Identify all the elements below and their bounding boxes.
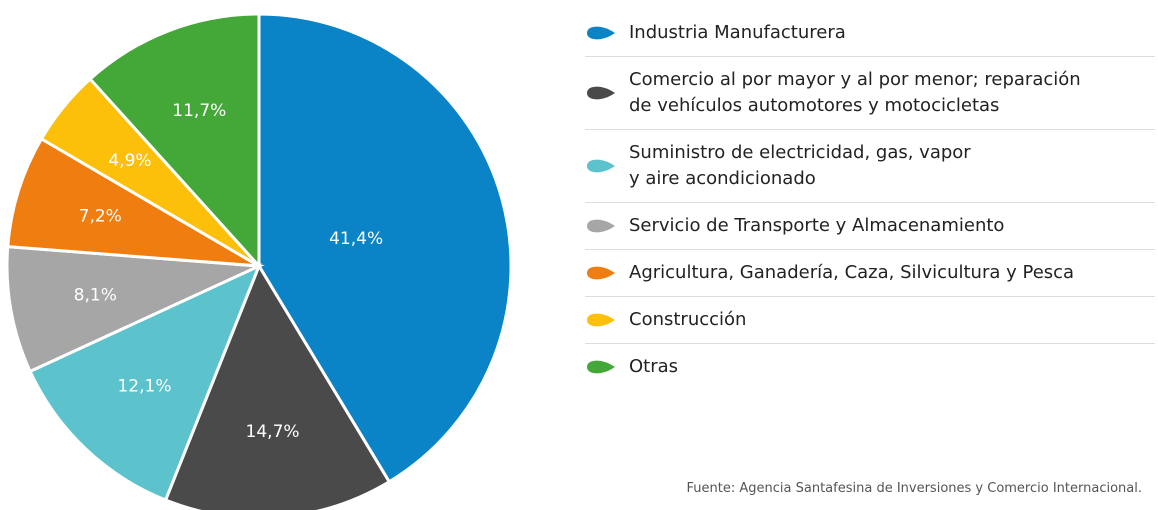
slice-label: 12,1% — [117, 377, 171, 397]
slice-label: 41,4% — [329, 229, 383, 249]
pie-slice — [88, 12, 261, 270]
legend-item: Servicio de Transporte y Almacenamiento — [585, 203, 1155, 250]
legend-swatch — [587, 313, 615, 327]
pie-slice — [5, 245, 265, 374]
legend-swatch — [587, 360, 615, 374]
source-note: Fuente: Agencia Santafesina de Inversion… — [686, 481, 1142, 496]
legend-icon — [587, 159, 615, 173]
slice-label: 14,7% — [246, 422, 300, 442]
pie-slice — [257, 12, 513, 484]
pie-slice — [6, 136, 260, 268]
pie-slice — [28, 263, 262, 502]
legend-label: Servicio de Transporte y Almacenamiento — [629, 215, 1005, 236]
legend-icon — [587, 219, 615, 233]
legend-label: Comercio al por mayor y al por menor; re… — [629, 69, 1081, 116]
legend-label: Agricultura, Ganadería, Caza, Silvicultu… — [629, 262, 1075, 283]
slice-label: 7,2% — [79, 206, 122, 226]
legend-item: Suministro de electricidad, gas, vapor y… — [585, 130, 1155, 203]
pie-chart: 41,4% 14,7% 12,1% 8,1% 7,2% 4,9% 11,7% — [5, 12, 513, 510]
legend-swatch — [587, 86, 615, 100]
legend-item: Industria Manufacturera — [585, 10, 1155, 57]
legend-label: Industria Manufacturera — [629, 22, 846, 43]
legend-item: Otras — [585, 344, 1155, 390]
legend-label: Suministro de electricidad, gas, vapor y… — [629, 142, 971, 189]
legend-swatch — [587, 266, 615, 280]
legend-item: Construcción — [585, 297, 1155, 344]
legend-icon — [587, 360, 615, 374]
legend-icon — [587, 86, 615, 100]
legend-label: Construcción — [629, 309, 747, 330]
slice-label: 11,7% — [172, 101, 226, 121]
legend-item: Comercio al por mayor y al por menor; re… — [585, 57, 1155, 130]
legend-icon — [587, 313, 615, 327]
legend-icon — [587, 266, 615, 280]
legend: Industria Manufacturera Comercio al por m… — [585, 10, 1155, 390]
legend-icon — [587, 26, 615, 40]
pie-slice — [163, 262, 392, 510]
slice-label: 4,9% — [108, 151, 151, 171]
legend-item: Agricultura, Ganadería, Caza, Silvicultu… — [585, 250, 1155, 297]
legend-label: Otras — [629, 356, 679, 377]
legend-swatch — [587, 219, 615, 233]
slice-label: 8,1% — [74, 285, 117, 305]
legend-swatch — [587, 159, 615, 173]
legend-swatch — [587, 26, 615, 40]
